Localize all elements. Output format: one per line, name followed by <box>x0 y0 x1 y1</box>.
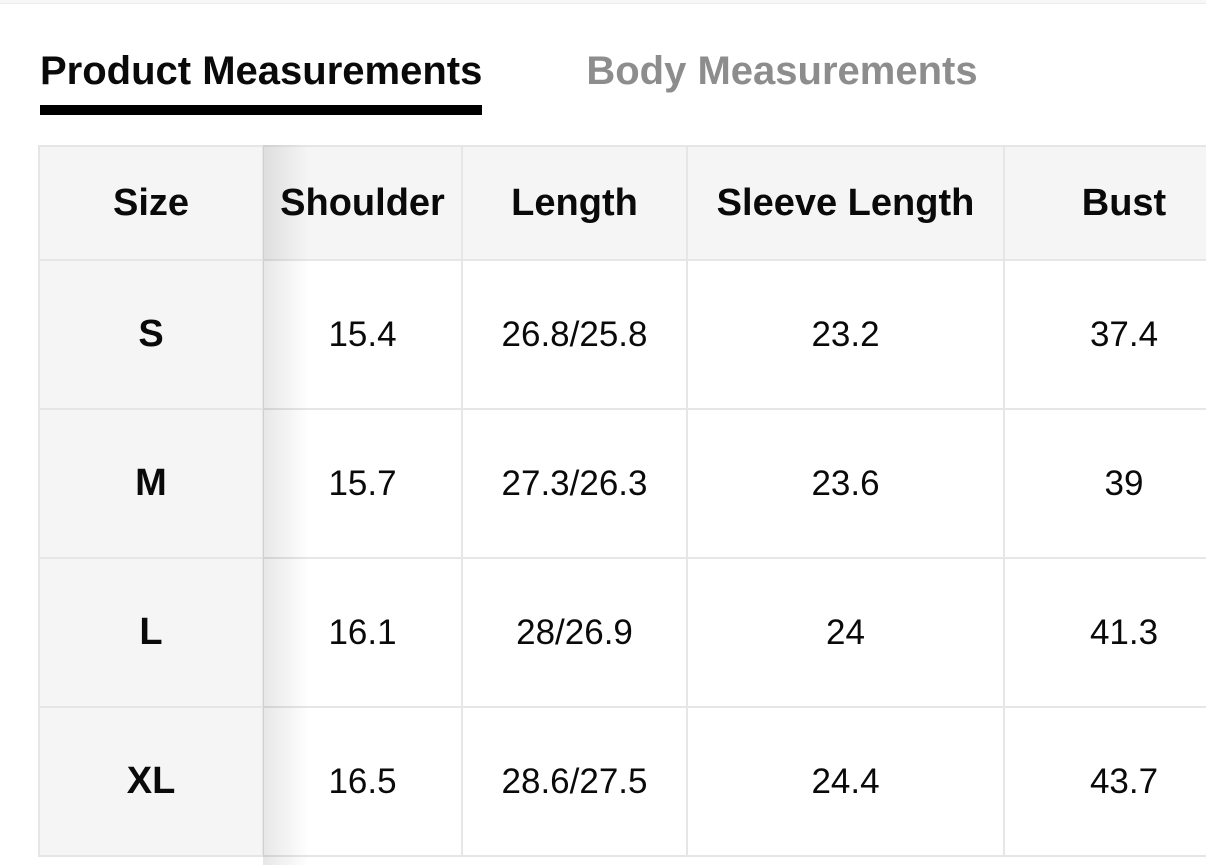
measurement-cell: 23.6 <box>686 408 1005 559</box>
top-divider <box>0 0 1206 4</box>
size-chart-table: Size Shoulder Length Sleeve Length Bust … <box>38 145 1206 857</box>
measurement-cell: 27.3/26.3 <box>461 408 688 559</box>
header-row: Size Shoulder Length Sleeve Length Bust <box>38 145 1206 261</box>
column-header-shoulder: Shoulder <box>262 145 463 261</box>
measurement-cell: 16.5 <box>262 706 463 857</box>
table-row-xl: XL 16.5 28.6/27.5 24.4 43.7 <box>38 706 1206 857</box>
size-label-cell: L <box>38 557 264 708</box>
measurement-cell: 28.6/27.5 <box>461 706 688 857</box>
measurement-cell: 26.8/25.8 <box>461 259 688 410</box>
tab-product-measurements[interactable]: Product Measurements <box>40 50 483 115</box>
measurement-tabs: Product Measurements Body Measurements <box>40 50 978 115</box>
measurement-cell: 37.4 <box>1003 259 1206 410</box>
measurement-cell: 24.4 <box>686 706 1005 857</box>
column-header-bust: Bust <box>1003 145 1206 261</box>
column-header-size: Size <box>38 145 264 261</box>
size-chart-scroll-area[interactable]: Size Shoulder Length Sleeve Length Bust … <box>38 145 1206 865</box>
measurement-cell: 43.7 <box>1003 706 1206 857</box>
measurement-cell: 15.4 <box>262 259 463 410</box>
measurement-cell: 28/26.9 <box>461 557 688 708</box>
column-header-length: Length <box>461 145 688 261</box>
measurement-cell: 23.2 <box>686 259 1005 410</box>
measurement-cell: 16.1 <box>262 557 463 708</box>
table-row-s: S 15.4 26.8/25.8 23.2 37.4 <box>38 259 1206 410</box>
measurement-cell: 15.7 <box>262 408 463 559</box>
size-label-cell: M <box>38 408 264 559</box>
measurement-cell: 41.3 <box>1003 557 1206 708</box>
table-row-l: L 16.1 28/26.9 24 41.3 <box>38 557 1206 708</box>
measurement-cell: 39 <box>1003 408 1206 559</box>
column-header-sleeve-length: Sleeve Length <box>686 145 1005 261</box>
tab-body-measurements[interactable]: Body Measurements <box>586 49 978 93</box>
measurement-cell: 24 <box>686 557 1005 708</box>
size-label-cell: S <box>38 259 264 410</box>
table-row-m: M 15.7 27.3/26.3 23.6 39 <box>38 408 1206 559</box>
size-label-cell: XL <box>38 706 264 857</box>
